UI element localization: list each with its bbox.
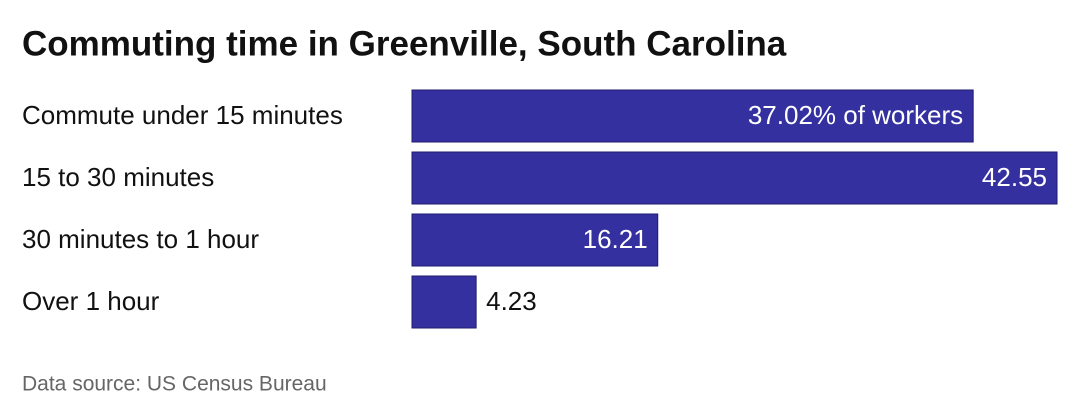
bar <box>411 275 477 329</box>
chart-title: Commuting time in Greenville, South Caro… <box>22 24 787 63</box>
value-label: 37.02% of workers <box>748 100 963 130</box>
value-label: 16.21 <box>583 224 648 254</box>
category-label: Over 1 hour <box>22 286 160 316</box>
value-label: 4.23 <box>486 286 537 316</box>
value-label: 42.55 <box>982 162 1047 192</box>
bar <box>411 89 974 143</box>
bar <box>411 213 659 267</box>
source-note: Data source: US Census Bureau <box>22 373 327 396</box>
category-label: 30 minutes to 1 hour <box>22 224 259 254</box>
bar <box>411 151 1058 205</box>
category-label: 15 to 30 minutes <box>22 162 214 192</box>
category-label: Commute under 15 minutes <box>22 100 343 130</box>
